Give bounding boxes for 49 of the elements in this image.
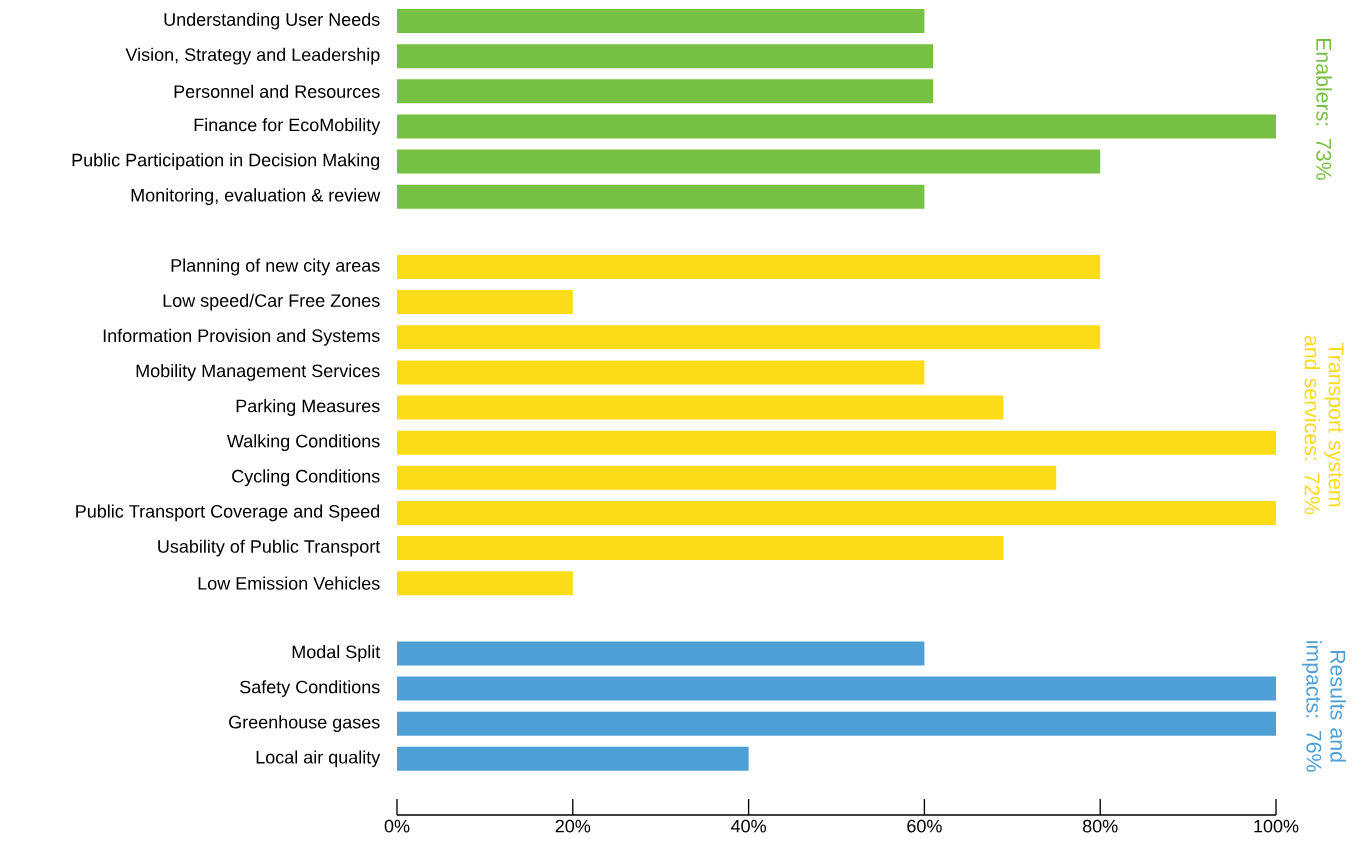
x-tick-label: 0% (384, 819, 410, 833)
text: Transport system and services: 72% (1304, 335, 1344, 515)
bar (397, 465, 1057, 490)
x-tick-label: 60% (907, 819, 942, 833)
bar (397, 79, 934, 104)
bar (397, 254, 1101, 279)
bar (397, 500, 1277, 525)
x-tick-label: 80% (1082, 819, 1118, 833)
y-tick-label: Low Emission Vehicles (198, 576, 380, 590)
y-tick-label: Monitoring, evaluation & review (131, 188, 381, 206)
bar (397, 325, 1101, 350)
y-tick-label: Safety Conditions (240, 680, 380, 697)
y-tick-label: Mobility Management Services (136, 363, 380, 381)
y-tick-label: Planning of new city areas (171, 258, 380, 276)
y-tick-label: Low speed/Car Free Zones (163, 293, 380, 311)
x-tick-label: 40% (731, 819, 766, 833)
bar (397, 290, 573, 315)
bar (397, 9, 925, 34)
y-tick-label: Walking Conditions (226, 434, 380, 452)
bar (397, 360, 925, 385)
y-tick-label: Information Provision and Systems (103, 328, 380, 346)
y-tick-label: Usability of Public Transport (158, 539, 381, 557)
y-tick-label: Modal Split (292, 645, 381, 662)
y-tick-label: Public Transport Coverage and Speed (76, 504, 380, 522)
bar (397, 430, 1277, 455)
y-tick-label: Public Participation in Decision Making (72, 153, 380, 170)
bar (397, 395, 1004, 420)
y-tick-label: Understanding User Needs (164, 12, 380, 30)
y-tick-label: Local air quality (256, 750, 381, 768)
y-tick-label: Greenhouse gases (229, 715, 380, 733)
y-tick-label: Cycling Conditions (232, 469, 380, 487)
bar (397, 746, 749, 771)
y-tick-label: Parking Measures (236, 399, 380, 416)
text: Results and impacts: 76% (1302, 641, 1346, 772)
bar (397, 711, 1277, 736)
bar (397, 184, 925, 209)
bar (397, 114, 1277, 139)
y-tick-label: Vision, Strategy and Leadership (125, 47, 380, 65)
y-tick-label: Personnel and Resources (174, 84, 380, 98)
text: Enablers: 73% (1316, 38, 1332, 180)
bar (397, 571, 573, 596)
x-tick-label: 20% (555, 819, 591, 833)
bar (397, 641, 925, 666)
bar (397, 149, 1101, 174)
y-tick-label: Finance for EcoMobility (194, 118, 381, 135)
bar (397, 536, 1004, 561)
bar (397, 676, 1277, 701)
bar (397, 44, 934, 69)
x-tick-label: 100% (1254, 819, 1299, 833)
